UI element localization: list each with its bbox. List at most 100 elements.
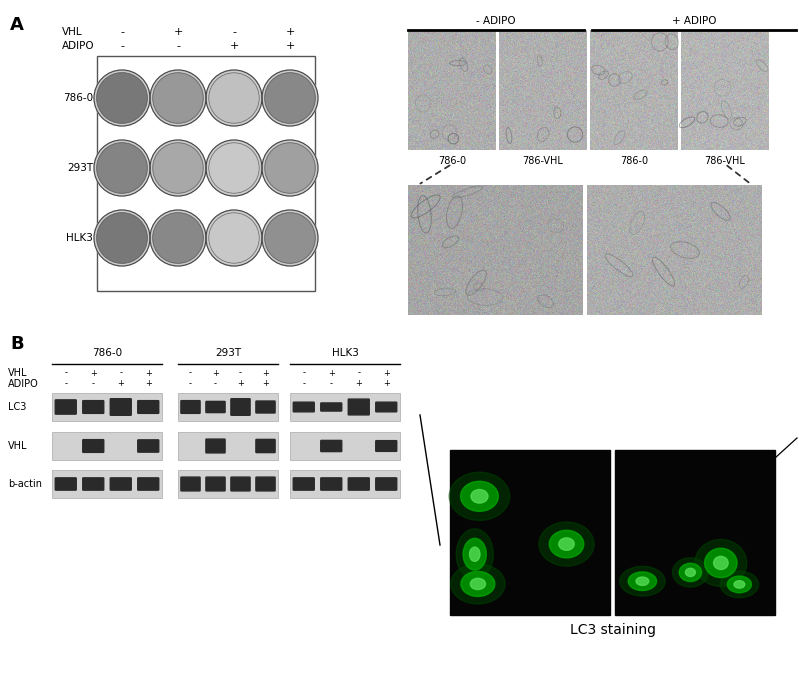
Text: +: + [145,368,152,377]
Circle shape [97,73,147,123]
Circle shape [97,213,147,263]
Circle shape [153,143,203,193]
FancyBboxPatch shape [293,402,314,412]
Circle shape [264,143,315,193]
Text: HLK3: HLK3 [332,348,359,358]
FancyBboxPatch shape [206,439,225,453]
FancyBboxPatch shape [256,477,275,491]
Text: -: - [92,379,95,389]
Text: +: + [145,379,152,389]
Ellipse shape [449,472,510,520]
FancyBboxPatch shape [110,398,131,416]
Text: +: + [262,379,269,389]
Text: -: - [176,41,180,51]
Ellipse shape [727,576,751,593]
Ellipse shape [470,547,480,561]
Text: -: - [239,368,242,377]
Text: +: + [212,368,219,377]
Text: ADIPO: ADIPO [8,379,38,389]
Circle shape [94,140,150,196]
Bar [290,470,400,498]
FancyBboxPatch shape [376,440,397,451]
Ellipse shape [679,563,702,582]
FancyBboxPatch shape [231,398,250,416]
Bar [178,393,278,421]
Ellipse shape [695,539,747,587]
Text: - ADIPO: - ADIPO [476,16,516,26]
Circle shape [264,213,315,263]
Ellipse shape [734,581,745,588]
Circle shape [94,210,150,266]
Text: +: + [383,379,390,389]
Text: -: - [189,368,192,377]
Ellipse shape [539,522,594,566]
Ellipse shape [705,548,737,578]
Circle shape [150,70,206,126]
FancyBboxPatch shape [137,478,159,490]
Text: 293T: 293T [67,163,93,173]
Text: -: - [64,379,67,389]
Bar [290,432,400,460]
Ellipse shape [714,556,728,570]
FancyBboxPatch shape [293,478,314,490]
FancyBboxPatch shape [55,400,76,414]
FancyBboxPatch shape [320,403,342,411]
Text: 786-0: 786-0 [438,156,466,166]
Bar [450,450,610,615]
Ellipse shape [463,539,487,570]
Bar [52,432,162,460]
Bar [52,393,162,421]
Bar [178,470,278,498]
Text: -: - [189,379,192,389]
FancyBboxPatch shape [55,478,76,490]
Circle shape [94,70,150,126]
Circle shape [153,213,203,263]
Circle shape [209,213,259,263]
Text: ADIPO: ADIPO [62,41,94,51]
Text: 786-0: 786-0 [620,156,648,166]
Text: -: - [120,27,124,37]
FancyBboxPatch shape [137,440,159,452]
Text: +: + [89,368,97,377]
Circle shape [262,210,318,266]
Text: b-actin: b-actin [8,479,42,489]
Bar [97,56,315,291]
Ellipse shape [559,538,574,550]
Text: HLK3: HLK3 [66,233,93,243]
Bar [52,470,162,498]
Ellipse shape [456,529,493,580]
Circle shape [153,73,203,123]
Text: LC3 staining: LC3 staining [570,623,655,637]
Ellipse shape [471,578,486,589]
Circle shape [209,73,259,123]
Text: +: + [229,41,239,51]
Ellipse shape [461,572,495,596]
Bar [178,432,278,460]
Circle shape [262,70,318,126]
Circle shape [209,143,259,193]
Ellipse shape [460,481,499,511]
Text: +: + [285,41,295,51]
FancyBboxPatch shape [110,478,131,490]
Text: 786-0: 786-0 [63,93,93,103]
Circle shape [264,73,315,123]
FancyBboxPatch shape [348,478,369,490]
Circle shape [206,70,262,126]
FancyBboxPatch shape [320,440,342,451]
Text: +: + [328,368,335,377]
FancyBboxPatch shape [320,478,342,490]
Text: -: - [357,368,360,377]
FancyBboxPatch shape [83,478,104,490]
Ellipse shape [451,564,505,604]
Bar [290,393,400,421]
FancyBboxPatch shape [83,440,104,452]
Text: VHL: VHL [8,368,27,378]
Text: -: - [120,41,124,51]
FancyBboxPatch shape [206,401,225,413]
FancyBboxPatch shape [181,401,200,414]
FancyBboxPatch shape [206,477,225,491]
FancyBboxPatch shape [137,401,159,414]
Ellipse shape [720,571,758,598]
Text: VHL: VHL [62,27,82,37]
Circle shape [150,210,206,266]
